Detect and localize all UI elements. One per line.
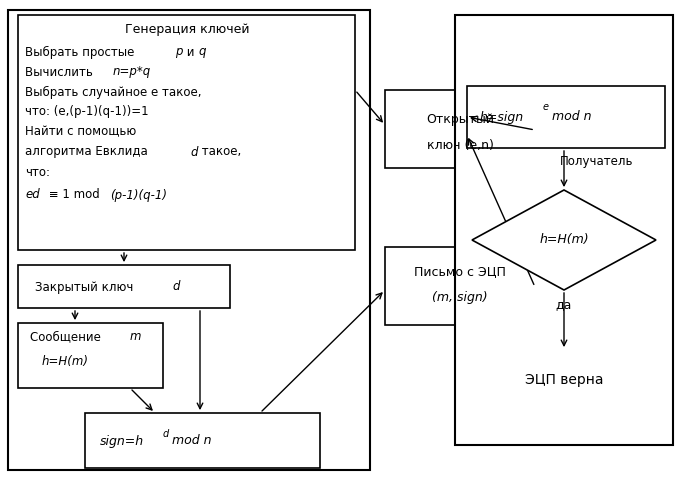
Bar [385,247,535,325]
Text: d: d [172,280,180,293]
Text: ЭЦП верна: ЭЦП верна [525,373,603,387]
Text: h=H(m): h=H(m) [539,233,589,247]
Bar [18,15,355,250]
Text: e: e [543,102,549,112]
Text: Письмо с ЭЦП: Письмо с ЭЦП [414,265,506,278]
Text: алгоритма Евклида: алгоритма Евклида [25,145,151,158]
Text: Открытый: Открытый [426,113,494,127]
Text: и: и [183,46,198,59]
Text: Выбрать простые: Выбрать простые [25,46,138,59]
Text: что:: что: [25,166,50,179]
Text: Сообщение: Сообщение [30,331,105,344]
Text: такое,: такое, [198,145,241,158]
Text: (m, sign): (m, sign) [432,290,488,303]
Bar [455,15,673,445]
Text: h=H(m): h=H(m) [42,356,89,369]
Polygon shape [472,190,656,290]
Bar [467,86,665,148]
Bar [18,265,230,308]
Text: mod n: mod n [552,110,592,123]
Text: mod n: mod n [172,434,212,447]
Bar [8,10,370,470]
Bar [85,413,320,468]
Text: n=p*q: n=p*q [113,65,151,79]
Text: Выбрать случайное е такое,: Выбрать случайное е такое, [25,85,202,98]
Text: d: d [190,145,197,158]
Bar [385,90,535,168]
Text: Получатель: Получатель [560,156,633,168]
Text: Найти с помощью: Найти с помощью [25,125,136,139]
Text: Закрытый ключ: Закрытый ключ [35,280,137,293]
Text: p: p [175,46,183,59]
Text: (p-1)(q-1): (p-1)(q-1) [110,189,167,202]
Bar [18,323,163,388]
Text: h=sign: h=sign [480,110,524,123]
Text: Вычислить: Вычислить [25,65,97,79]
Text: ключ (е,n): ключ (е,n) [426,139,494,152]
Text: m: m [130,331,142,344]
Text: d: d [163,429,170,439]
Text: ed: ed [25,189,39,202]
Text: ≡ 1 mod: ≡ 1 mod [45,189,104,202]
Text: Генерация ключей: Генерация ключей [125,24,249,36]
Text: да: да [556,299,572,312]
Text: q: q [198,46,206,59]
Text: sign=h: sign=h [100,434,144,447]
Text: что: (е,(р-1)(q-1))=1: что: (е,(р-1)(q-1))=1 [25,106,148,119]
